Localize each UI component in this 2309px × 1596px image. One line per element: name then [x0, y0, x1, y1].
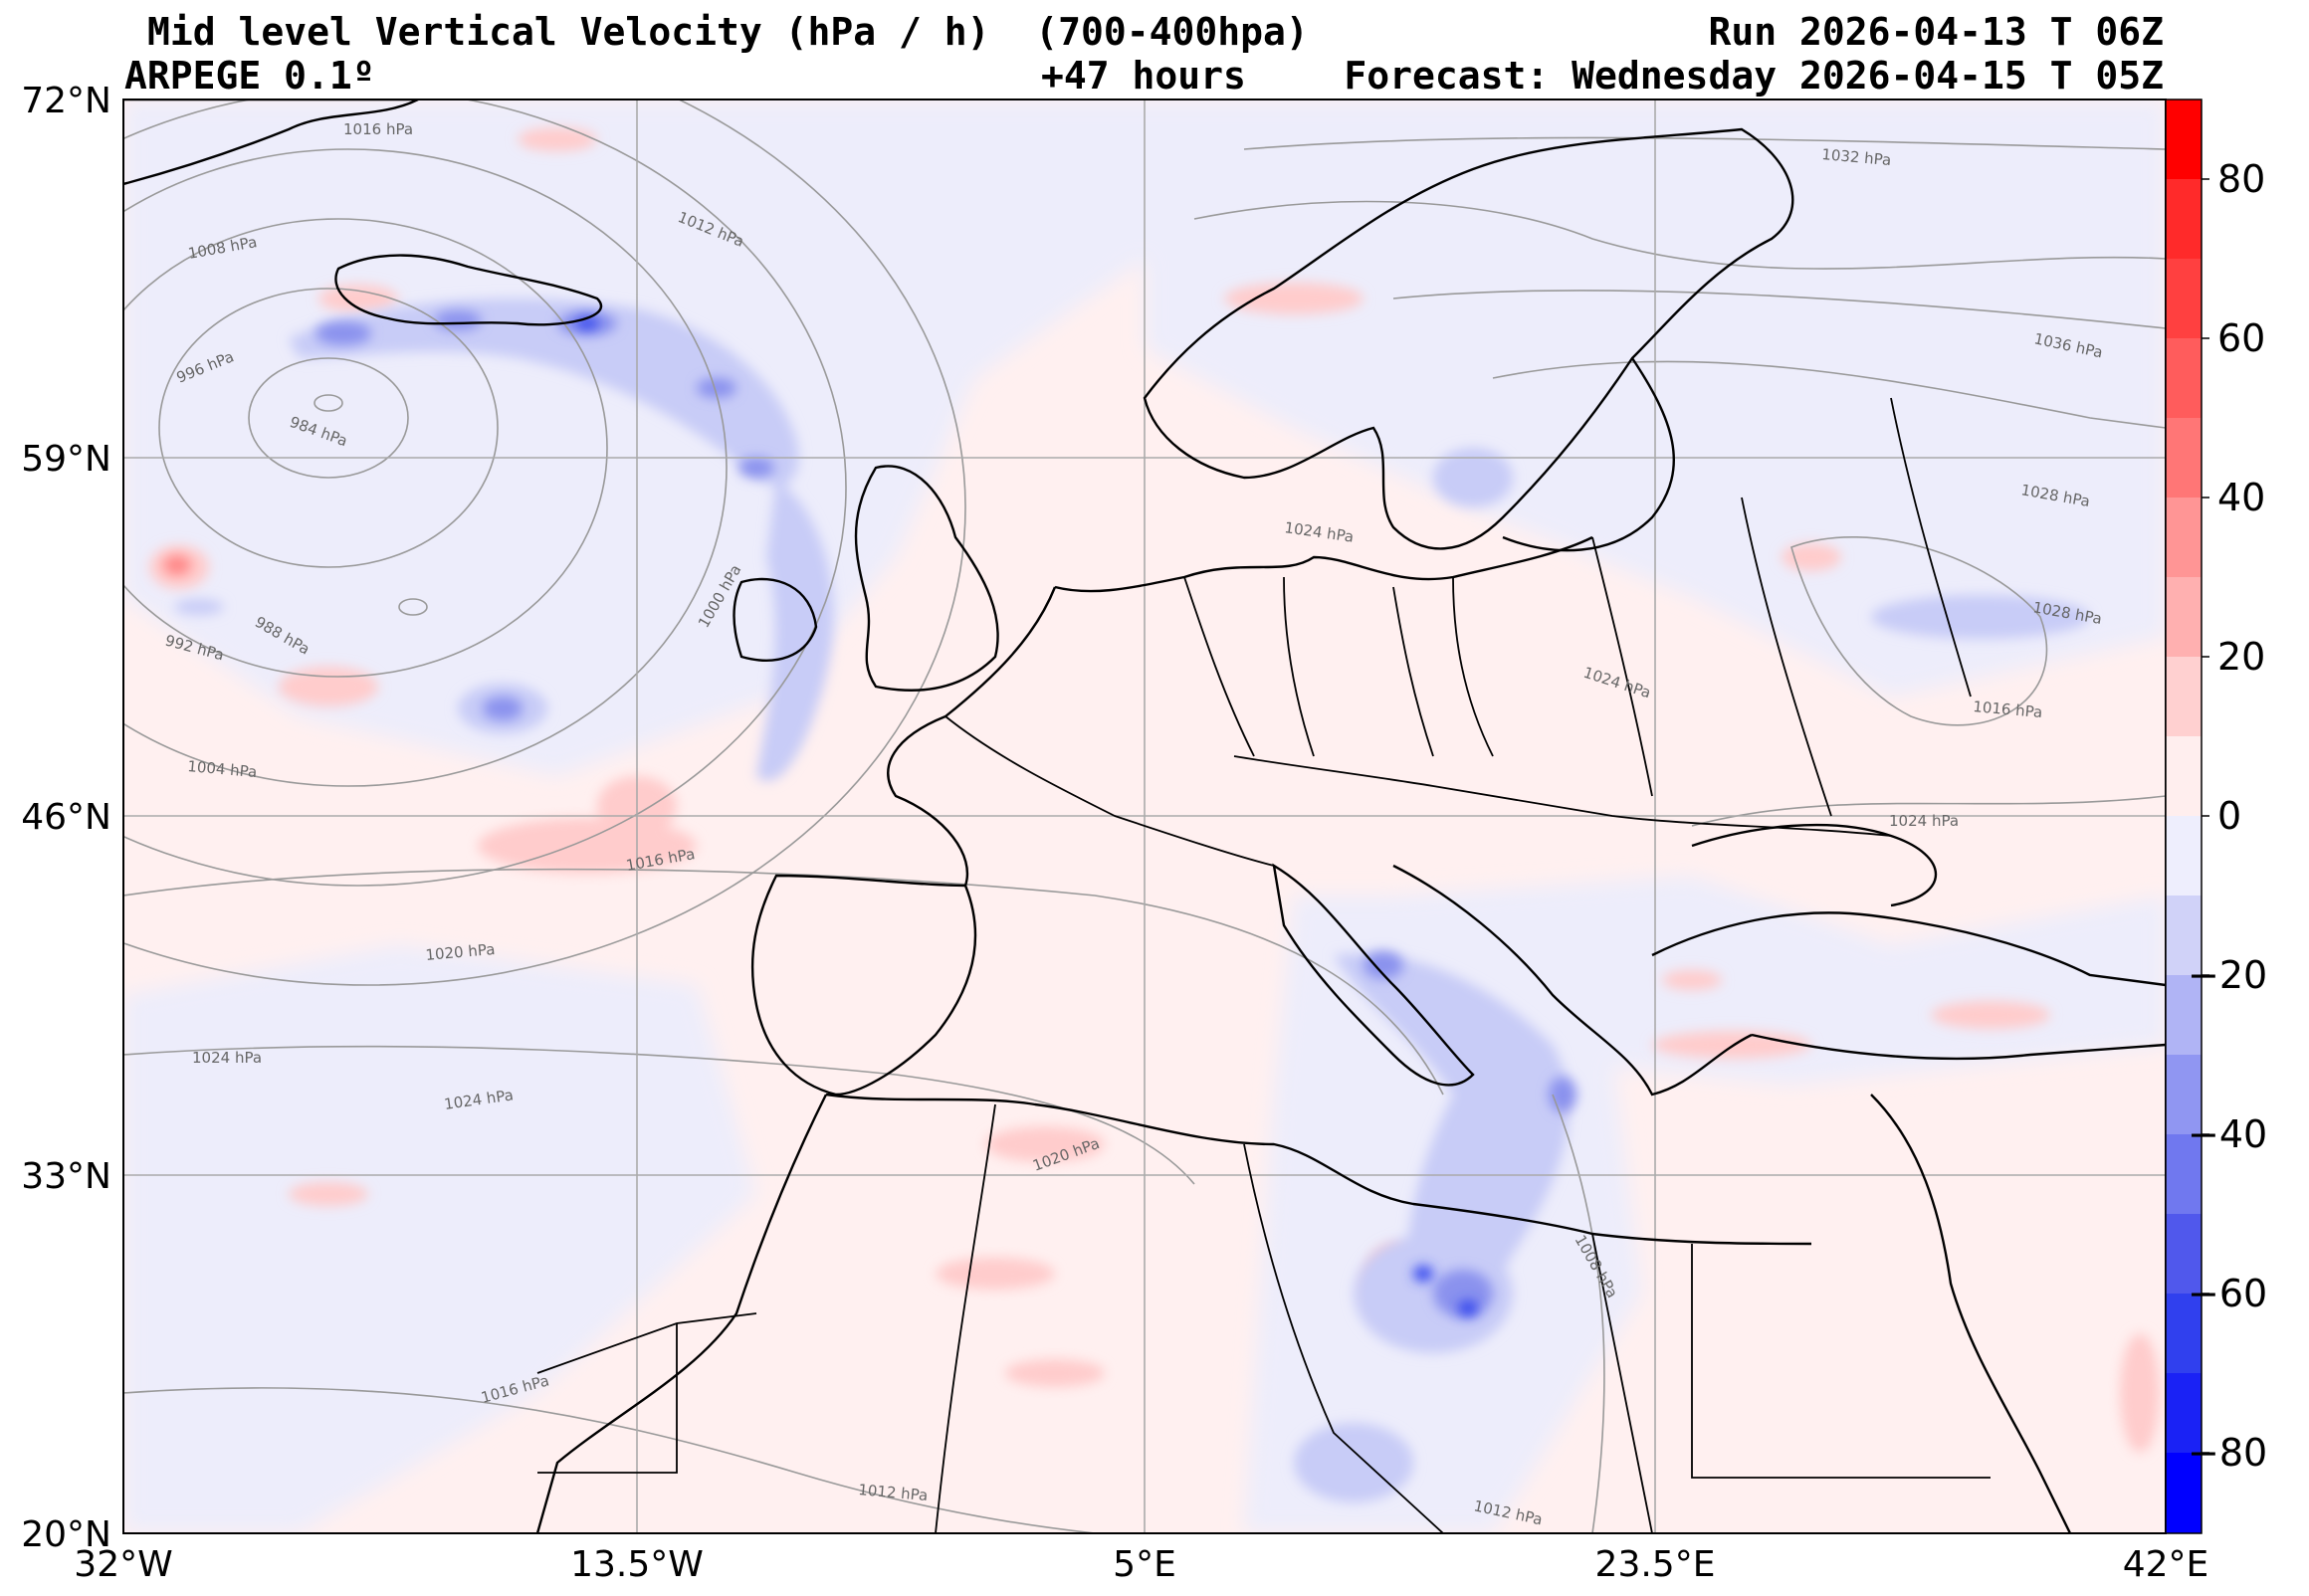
colorbar-tick-label: 40: [2217, 476, 2265, 519]
isobar-label: 1024 hPa: [192, 1049, 262, 1067]
run-time: Run 2026-04-13 T 06Z: [1708, 10, 2164, 54]
lat-tick-label: 46°N: [21, 797, 111, 838]
country-borders: [536, 397, 1991, 1533]
lat-tick-label: 20°N: [21, 1514, 111, 1555]
isobar-label: 1016 hPa: [343, 120, 413, 138]
isobar-label: 1024 hPa: [1889, 812, 1959, 830]
lat-tick-label: 72°N: [21, 81, 111, 121]
lat-tick-label: 59°N: [21, 439, 111, 480]
lon-tick-label: 32°W: [74, 1544, 172, 1585]
colorbar-tick-label: 0: [2217, 794, 2241, 838]
coastlines: [123, 100, 2166, 1533]
lat-tick-label: 33°N: [21, 1156, 111, 1197]
colorbar-tick-label: −40: [2188, 1112, 2267, 1156]
isobar-lines: [123, 100, 2166, 1533]
latitude-axis: 72°N 59°N 46°N 33°N 20°N: [21, 81, 111, 1555]
lon-tick-label: 23.5°E: [1595, 1544, 1716, 1585]
model-name: ARPEGE 0.1º: [124, 54, 375, 98]
colorbar-tick-label: 20: [2217, 635, 2265, 679]
lead-time: +47 hours: [1041, 54, 1246, 98]
lon-tick-label: 5°E: [1113, 1544, 1176, 1585]
colorbar-tick-label: −80: [2188, 1431, 2267, 1475]
longitude-axis: 32°W 13.5°W 5°E 23.5°E 42°E: [74, 1544, 2208, 1585]
colorbar-tick-label: 60: [2217, 316, 2265, 360]
colorbar-tick-label: 80: [2217, 157, 2265, 201]
lon-tick-label: 13.5°W: [570, 1544, 704, 1585]
colorbar-tick-label: −20: [2188, 953, 2267, 997]
colorbar-tick-label: −60: [2188, 1272, 2267, 1315]
graticule: [123, 100, 2166, 1533]
lon-tick-label: 42°E: [2123, 1544, 2209, 1585]
map-title: Mid level Vertical Velocity (hPa / h) (7…: [147, 10, 1309, 54]
forecast-time: Forecast: Wednesday 2026-04-15 T 05Z: [1344, 54, 2164, 98]
colorbar: 80 60 40 20 0 −20 −40 −60 −80: [2165, 99, 2267, 1534]
vertical-velocity-field: 1016 hPa 1012 hPa 1008 hPa 996 hPa 984 h…: [123, 100, 2166, 1533]
